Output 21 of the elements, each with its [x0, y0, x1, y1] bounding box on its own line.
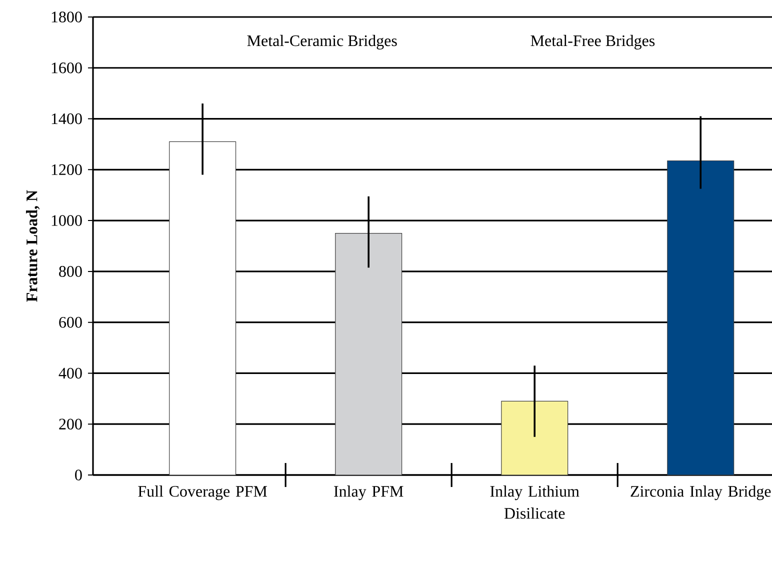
y-tick-label: 400 [58, 368, 82, 379]
bar [169, 141, 236, 476]
bar [335, 232, 402, 476]
y-tick-label: 1600 [52, 62, 82, 74]
y-axis-title: Frature Load, N [26, 190, 40, 302]
y-tick-label: 800 [59, 266, 82, 277]
y-tick-label: 1200 [52, 164, 82, 176]
y-tick-label: 1400 [52, 113, 82, 124]
bar [667, 160, 734, 476]
y-tick-label: 1800 [52, 12, 82, 22]
annotation: Metal-Free Bridges [530, 34, 655, 50]
x-tick-label: Full Coverage PFM [138, 486, 267, 500]
y-tick-label: 0 [75, 470, 82, 480]
y-tick-label: 200 [59, 418, 82, 430]
y-tick-label: 1000 [52, 215, 82, 226]
x-tick-label: Zirconia Inlay Bridge [630, 486, 771, 500]
y-tick-label: 600 [59, 316, 82, 328]
x-tick-label: Inlay Lithium Disilicate [490, 486, 580, 519]
x-tick-label: Inlay PFM [334, 486, 404, 500]
bar [501, 400, 568, 476]
annotation: Metal-Ceramic Bridges [247, 34, 397, 50]
